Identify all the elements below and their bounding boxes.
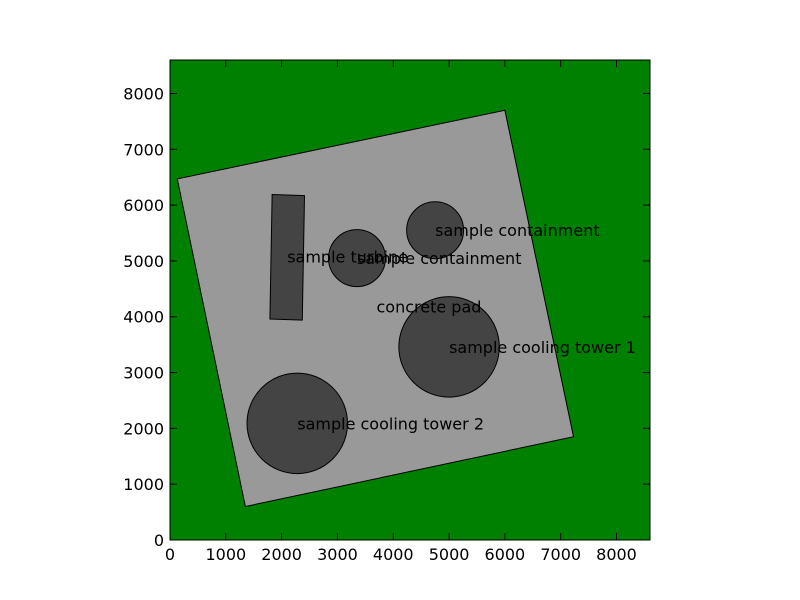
y-tick-label: 6000 bbox=[123, 196, 164, 215]
sample-containment-label: sample containment bbox=[435, 221, 600, 240]
turbine-label: sample turbine bbox=[287, 247, 408, 266]
x-tick-label: 4000 bbox=[373, 545, 414, 564]
y-tick-label: 4000 bbox=[123, 308, 164, 327]
sample-containment-circle bbox=[328, 229, 386, 288]
y-tick-label: 5000 bbox=[123, 252, 164, 271]
plot-frame bbox=[169, 59, 651, 541]
sample-containment-label: sample containment bbox=[357, 249, 522, 268]
x-tick-label: 5000 bbox=[429, 545, 470, 564]
sample-cooling-tower-1-circle bbox=[398, 296, 500, 398]
concrete-pad bbox=[176, 109, 575, 508]
x-tick-label: 8000 bbox=[596, 545, 637, 564]
sample-containment-circle bbox=[406, 201, 465, 260]
sample-cooling-tower-2-label: sample cooling tower 2 bbox=[297, 414, 484, 433]
y-tick-label: 1000 bbox=[123, 475, 164, 494]
sample-cooling-tower-2-circle bbox=[246, 372, 348, 475]
x-tick-label: 3000 bbox=[317, 545, 358, 564]
x-tick-label: 1000 bbox=[205, 545, 246, 564]
x-axis: 0 1000 2000 3000 4000 5000 6000 7000 8000 bbox=[165, 60, 637, 564]
x-tick-label: 6000 bbox=[485, 545, 526, 564]
turbine-rect bbox=[269, 193, 306, 321]
y-axis: 0 1000 2000 3000 4000 5000 6000 7000 8000 bbox=[123, 84, 650, 550]
shapes-layer bbox=[176, 109, 575, 508]
x-tick-label: 7000 bbox=[540, 545, 581, 564]
y-tick-label: 8000 bbox=[123, 84, 164, 103]
y-tick-label: 3000 bbox=[123, 364, 164, 383]
x-tick-label: 2000 bbox=[261, 545, 302, 564]
sample-cooling-tower-1-label: sample cooling tower 1 bbox=[449, 338, 636, 357]
x-tick-label: 0 bbox=[165, 545, 175, 564]
y-tick-label: 2000 bbox=[123, 419, 164, 438]
y-tick-label: 7000 bbox=[123, 140, 164, 159]
y-tick-label: 0 bbox=[154, 531, 164, 550]
concrete-pad-label: concrete pad bbox=[377, 298, 482, 317]
